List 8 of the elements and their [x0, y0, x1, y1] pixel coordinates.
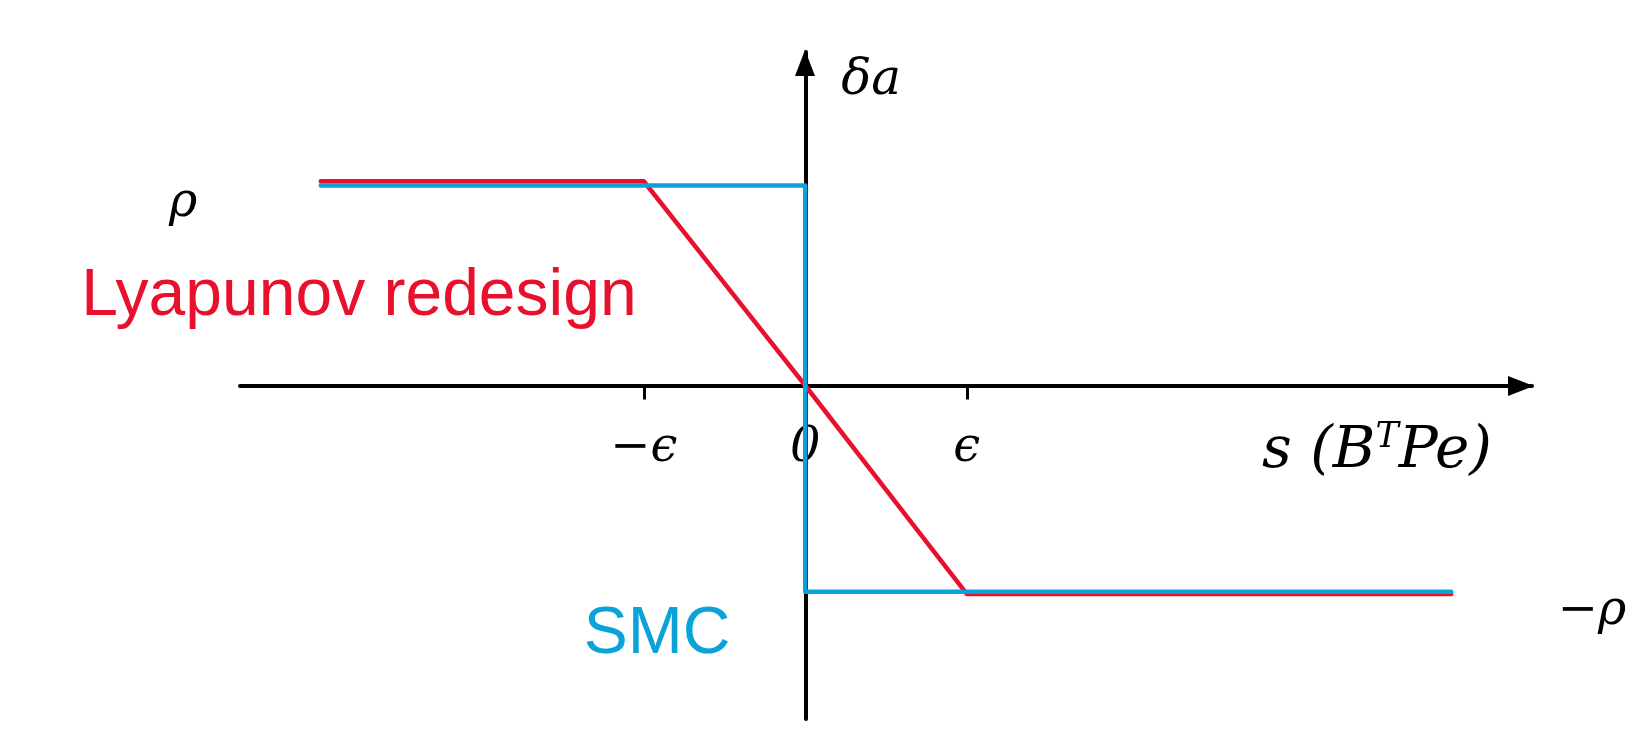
- x-tick-label: ϵ: [953, 415, 981, 472]
- series-label: SMC: [583, 593, 731, 667]
- x-tick-label: −ϵ: [610, 415, 678, 472]
- y-axis-title: δa: [841, 48, 902, 106]
- text: ρ: [167, 171, 198, 227]
- x-axis-title: s (B$^{T}$Pe): [1261, 413, 1492, 481]
- series-label: Lyapunov redesign: [81, 255, 637, 329]
- text: −ρ: [1557, 579, 1627, 635]
